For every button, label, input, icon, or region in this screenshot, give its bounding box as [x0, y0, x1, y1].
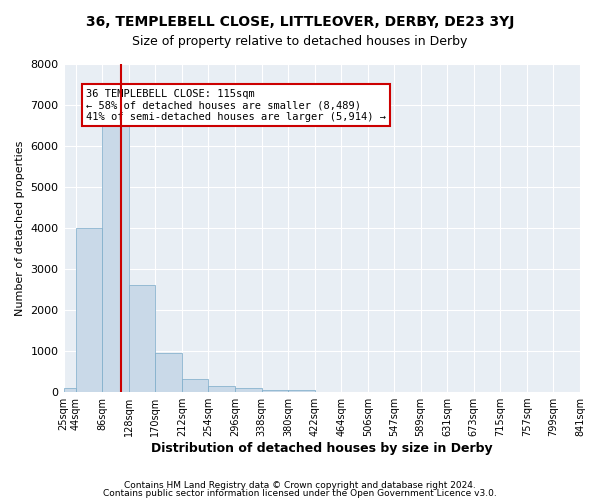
Text: Contains HM Land Registry data © Crown copyright and database right 2024.: Contains HM Land Registry data © Crown c…: [124, 481, 476, 490]
Bar: [262, 390, 288, 392]
Y-axis label: Number of detached properties: Number of detached properties: [15, 140, 25, 316]
Bar: [208, 386, 235, 392]
Bar: [76, 228, 102, 392]
Text: Contains public sector information licensed under the Open Government Licence v3: Contains public sector information licen…: [103, 488, 497, 498]
Bar: [182, 379, 208, 392]
Text: Size of property relative to detached houses in Derby: Size of property relative to detached ho…: [133, 35, 467, 48]
Text: 36 TEMPLEBELL CLOSE: 115sqm
← 58% of detached houses are smaller (8,489)
41% of : 36 TEMPLEBELL CLOSE: 115sqm ← 58% of det…: [86, 88, 386, 122]
Bar: [288, 390, 315, 392]
Bar: [102, 122, 129, 392]
Text: 36, TEMPLEBELL CLOSE, LITTLEOVER, DERBY, DE23 3YJ: 36, TEMPLEBELL CLOSE, LITTLEOVER, DERBY,…: [86, 15, 514, 29]
Bar: [129, 286, 155, 392]
X-axis label: Distribution of detached houses by size in Derby: Distribution of detached houses by size …: [151, 442, 493, 455]
Bar: [155, 353, 182, 392]
Bar: [235, 388, 262, 392]
Bar: [64, 388, 76, 392]
